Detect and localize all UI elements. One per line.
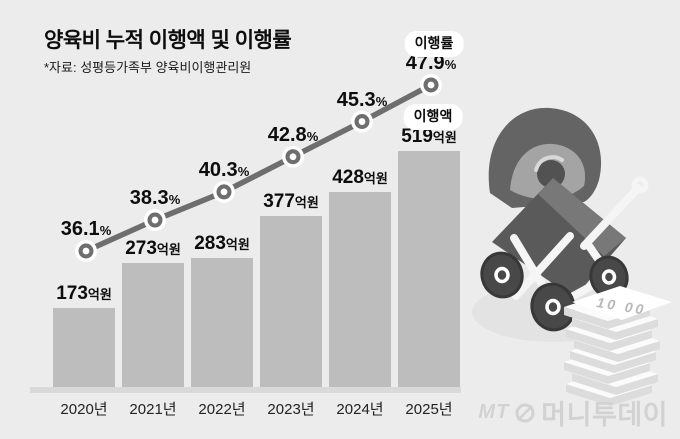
page-title: 양육비 누적 이행액 및 이행률 xyxy=(44,29,292,52)
bar-value-label: 377억원 xyxy=(263,191,319,212)
wheel xyxy=(530,282,576,332)
year-label: 2023년 xyxy=(267,401,315,418)
money-stack: 10 00 xyxy=(564,286,672,406)
rate-legend-badge: 이행률 xyxy=(404,31,464,57)
year-label: 2025년 xyxy=(405,401,453,418)
wheel-hub xyxy=(494,266,510,284)
stroller-body-top xyxy=(538,178,626,256)
bar-value-label: 283억원 xyxy=(194,233,250,254)
bar-value-label: 428억원 xyxy=(332,167,388,188)
banknote-denomination: 10 00 xyxy=(596,294,648,318)
stroller-handle-grip xyxy=(631,176,649,194)
bar-2022년 xyxy=(191,258,253,387)
source-note: *자료: 성평등가족부 양육비이행관리원 xyxy=(44,60,252,75)
rate-point-label: 38.3% xyxy=(129,187,181,210)
circle-slash-icon xyxy=(515,403,535,422)
top-banknote: 10 00 xyxy=(572,286,672,320)
amount-legend-badge: 이행액 xyxy=(403,104,463,130)
wheel-hub xyxy=(601,269,617,285)
year-label: 2022년 xyxy=(198,401,246,418)
publisher-watermark: MT 머니투데이 xyxy=(478,393,668,432)
rate-point-label: 40.3% xyxy=(198,158,250,181)
year-label: 2020년 xyxy=(60,401,108,418)
rate-point-label: 36.1% xyxy=(60,218,112,240)
year-label: 2021년 xyxy=(129,401,177,418)
wheel-hub xyxy=(545,298,561,316)
baby-head xyxy=(537,160,565,188)
bar-2021년 xyxy=(122,263,184,387)
mt-monogram: MT xyxy=(478,401,510,423)
rate-point-label: 45.3% xyxy=(336,88,388,111)
wheel xyxy=(480,251,524,299)
stroller-wheels xyxy=(480,251,629,332)
publisher-name: 머니투데이 xyxy=(541,400,668,430)
bar-2025년 xyxy=(398,151,460,387)
stroller-money-illustration: 10 00 xyxy=(472,107,672,406)
bar-value-label: 173억원 xyxy=(56,283,112,304)
bar-value-label: 273억원 xyxy=(125,238,181,259)
bar-2020년 xyxy=(53,308,115,387)
bar-2023년 xyxy=(260,216,322,387)
year-label: 2024년 xyxy=(336,401,384,418)
rate-point-label: 42.8% xyxy=(267,123,319,146)
bar-2024년 xyxy=(329,192,391,387)
rate-point-label: 47.9% xyxy=(405,51,457,74)
baby-highlight xyxy=(534,155,564,172)
